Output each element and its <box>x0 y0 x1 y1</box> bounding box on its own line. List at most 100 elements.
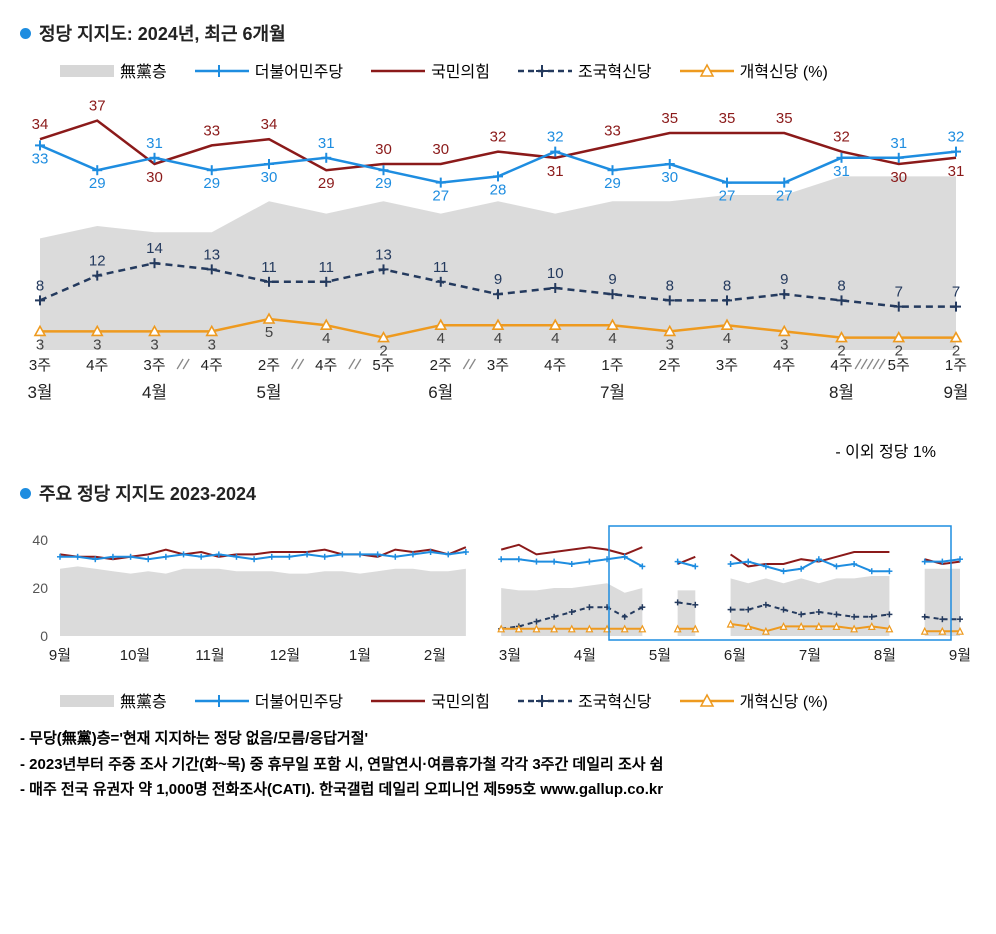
legend-label: 개혁신당 (%) <box>740 688 828 712</box>
svg-text:29: 29 <box>375 175 392 192</box>
svg-text:27: 27 <box>719 188 736 205</box>
legend-label: 조국혁신당 <box>578 688 652 712</box>
svg-text:34: 34 <box>32 116 49 133</box>
bullet-icon <box>20 488 31 499</box>
legend-item: 조국혁신당 <box>518 58 652 82</box>
svg-text:34: 34 <box>261 116 278 133</box>
legend-label: 국민의힘 <box>431 58 490 82</box>
chart2-area: 020409월10월11월12월1월2월3월4월5월6월7월8월9월 <box>20 518 976 678</box>
svg-text:3주: 3주 <box>143 357 165 374</box>
svg-text:11월: 11월 <box>195 647 224 664</box>
svg-text:9월: 9월 <box>949 647 971 664</box>
svg-text:30: 30 <box>375 141 392 158</box>
svg-text:2월: 2월 <box>424 647 446 664</box>
svg-text:29: 29 <box>203 175 220 192</box>
svg-text:3: 3 <box>666 336 674 353</box>
svg-text:4: 4 <box>494 330 502 347</box>
legend-item: 국민의힘 <box>371 58 490 82</box>
legend-item: 無黨층 <box>60 688 167 712</box>
svg-text:27: 27 <box>776 188 793 205</box>
svg-text:3: 3 <box>36 336 44 353</box>
svg-text:11: 11 <box>318 259 334 276</box>
chart1-area: 3437303334293030323133353535323031332931… <box>20 92 976 432</box>
svg-text:4: 4 <box>551 330 559 347</box>
svg-text:30: 30 <box>146 169 163 186</box>
svg-text:3월: 3월 <box>499 647 521 664</box>
svg-text:13: 13 <box>375 246 392 263</box>
svg-text:33: 33 <box>604 122 621 139</box>
svg-text:3: 3 <box>208 336 216 353</box>
svg-text:11: 11 <box>261 259 277 276</box>
svg-text:7월: 7월 <box>799 647 821 664</box>
legend-item: 無黨층 <box>60 58 167 82</box>
svg-text:9: 9 <box>780 271 788 288</box>
svg-text:31: 31 <box>833 163 850 180</box>
svg-text:4주: 4주 <box>86 357 108 374</box>
svg-text:7: 7 <box>952 284 960 301</box>
svg-text:33: 33 <box>203 122 220 139</box>
svg-text:40: 40 <box>32 532 48 548</box>
legend-item: 국민의힘 <box>371 688 490 712</box>
svg-text:32: 32 <box>547 129 564 146</box>
svg-text:4주: 4주 <box>544 357 566 374</box>
svg-text:20: 20 <box>32 580 48 596</box>
bullet-icon <box>20 28 31 39</box>
svg-text:35: 35 <box>776 110 793 127</box>
svg-text:31: 31 <box>890 135 907 152</box>
svg-text:5주: 5주 <box>372 357 394 374</box>
svg-text:30: 30 <box>661 169 678 186</box>
svg-text:1주: 1주 <box>945 357 967 374</box>
svg-text:3: 3 <box>150 336 158 353</box>
svg-text:7월: 7월 <box>600 383 625 402</box>
legend-label: 조국혁신당 <box>578 58 652 82</box>
svg-text:8: 8 <box>36 277 44 294</box>
chart1-title: 정당 지지도: 2024년, 최근 6개월 <box>20 20 976 46</box>
svg-text:10: 10 <box>547 265 564 282</box>
svg-text:6월: 6월 <box>724 647 746 664</box>
svg-text:3주: 3주 <box>29 357 51 374</box>
svg-text:11: 11 <box>433 259 449 276</box>
svg-text:31: 31 <box>547 163 564 180</box>
svg-text:8월: 8월 <box>829 383 854 402</box>
svg-text:5월: 5월 <box>256 383 281 402</box>
svg-text:32: 32 <box>948 129 965 146</box>
svg-text:37: 37 <box>89 98 106 115</box>
chart1-svg: 3437303334293030323133353535323031332931… <box>20 92 976 432</box>
chart2-svg: 020409월10월11월12월1월2월3월4월5월6월7월8월9월 <box>20 518 976 678</box>
svg-text:29: 29 <box>89 175 106 192</box>
svg-text:8: 8 <box>837 277 845 294</box>
legend-label: 더불어민주당 <box>255 58 343 82</box>
svg-text:35: 35 <box>661 110 678 127</box>
chart2-title-text: 주요 정당 지지도 2023-2024 <box>39 480 256 506</box>
svg-text:4주: 4주 <box>201 357 223 374</box>
svg-text:4: 4 <box>608 330 616 347</box>
svg-text:14: 14 <box>146 240 163 257</box>
legend-label: 더불어민주당 <box>255 688 343 712</box>
svg-text:13: 13 <box>203 246 220 263</box>
chart1-legend: 無黨층 더불어민주당 국민의힘 조국혁신당 개혁신당 (%) <box>60 58 976 82</box>
svg-text:4: 4 <box>723 330 731 347</box>
svg-text:4주: 4주 <box>830 357 852 374</box>
svg-text:8: 8 <box>666 277 674 294</box>
svg-text:2주: 2주 <box>430 357 452 374</box>
svg-text:4주: 4주 <box>315 357 337 374</box>
svg-text:9월: 9월 <box>943 383 968 402</box>
svg-text:12: 12 <box>89 253 106 270</box>
svg-text:7: 7 <box>895 284 903 301</box>
legend-item: 개혁신당 (%) <box>680 58 828 82</box>
svg-text:30: 30 <box>890 169 907 186</box>
svg-text:30: 30 <box>432 141 449 158</box>
footnote-line: - 무당(無黨)층='현재 지지하는 정당 없음/모름/응답거절' <box>20 726 976 752</box>
svg-text:3월: 3월 <box>27 383 52 402</box>
svg-text:6월: 6월 <box>428 383 453 402</box>
svg-text:12월: 12월 <box>270 647 301 664</box>
footnote-line: - 2023년부터 주중 조사 기간(화~목) 중 휴무일 포함 시, 연말연시… <box>20 752 976 778</box>
svg-text:8: 8 <box>723 277 731 294</box>
svg-text:2주: 2주 <box>258 357 280 374</box>
svg-text:31: 31 <box>948 163 965 180</box>
svg-text:33: 33 <box>32 150 49 167</box>
svg-text:31: 31 <box>318 135 335 152</box>
legend-label: 개혁신당 (%) <box>740 58 828 82</box>
legend-label: 無黨층 <box>120 58 167 82</box>
svg-text:32: 32 <box>490 129 507 146</box>
